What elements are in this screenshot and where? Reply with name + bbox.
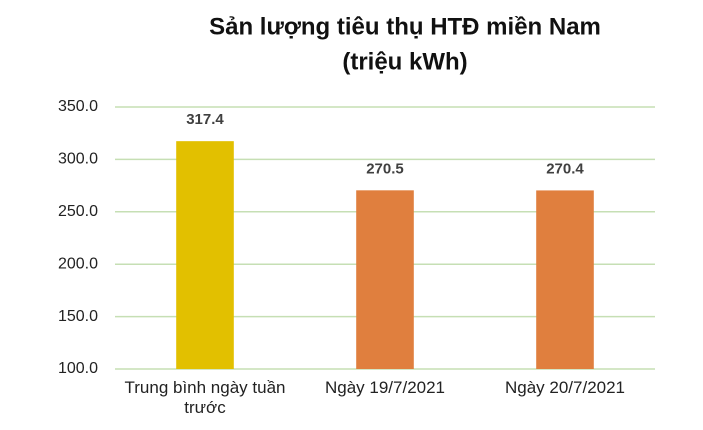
x-tick-label: Ngày 20/7/2021: [504, 378, 626, 397]
y-tick-label: 300.0: [58, 151, 98, 168]
y-tick-label: 200.0: [58, 255, 98, 272]
bar: [356, 190, 414, 369]
data-label: 317.4: [186, 111, 224, 128]
data-label: 270.4: [546, 160, 584, 177]
x-tick-label: Trung bình ngày tuần trước: [124, 378, 286, 417]
bar: [176, 141, 234, 369]
x-tick-label: Ngày 19/7/2021: [324, 378, 446, 397]
chart-subtitle: (triệu kWh): [342, 48, 467, 75]
y-tick-label: 150.0: [58, 308, 98, 325]
y-tick-label: 100.0: [58, 360, 98, 377]
bar: [536, 190, 594, 369]
y-tick-label: 250.0: [58, 203, 98, 220]
chart-title: Sản lượng tiêu thụ HTĐ miền Nam: [209, 13, 601, 40]
data-label: 270.5: [366, 160, 404, 177]
y-tick-label: 350.0: [58, 98, 98, 115]
